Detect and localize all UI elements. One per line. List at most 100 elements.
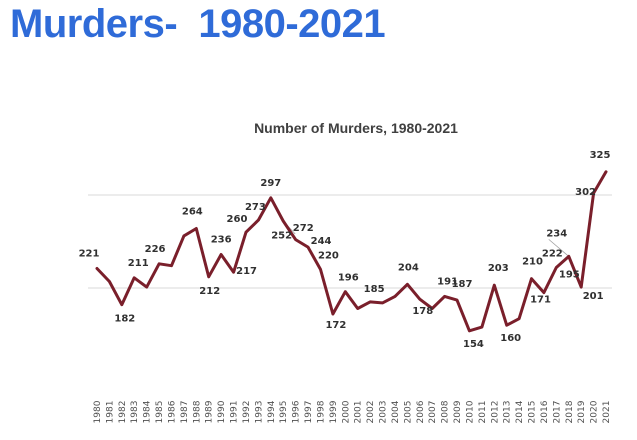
data-point-2004 (393, 295, 397, 298)
chart-title: Number of Murders, 1980-2021 (254, 120, 458, 136)
x-tick-2004: 2004 (391, 400, 401, 423)
data-point-2016 (542, 291, 546, 294)
x-tick-2014: 2014 (515, 400, 525, 423)
data-point-1980 (95, 267, 99, 270)
data-point-1988 (195, 227, 198, 230)
data-point-1991 (232, 270, 235, 274)
x-tick-2007: 2007 (428, 401, 438, 424)
data-label-2015-171: 171 (530, 295, 551, 306)
x-tick-2021: 2021 (602, 401, 612, 424)
data-point-1981 (108, 280, 111, 283)
x-tick-1981: 1981 (105, 401, 115, 424)
x-tick-1990: 1990 (217, 400, 227, 423)
data-label-2012-203: 203 (488, 263, 509, 274)
data-point-1993 (257, 218, 260, 222)
data-label-1988-264: 264 (182, 206, 203, 217)
x-tick-2015: 2015 (528, 401, 538, 424)
x-tick-2000: 2000 (341, 400, 351, 423)
x-tick-1987: 1987 (180, 401, 190, 424)
x-tick-1980: 1980 (93, 400, 103, 423)
data-label-2002-185: 185 (364, 284, 385, 295)
data-point-1989 (207, 275, 210, 279)
data-label-2017-195: 195 (559, 270, 580, 281)
x-tick-2019: 2019 (577, 400, 587, 423)
data-label-1995-272: 272 (293, 223, 314, 234)
data-label-2009-187: 187 (452, 279, 473, 290)
x-axis-ticks: 1980 1981 1982 1983 1984 1985 1986 1987 1988 1989… (93, 400, 612, 423)
x-tick-2008: 2008 (441, 400, 451, 423)
data-point-2017 (555, 266, 558, 269)
data-label-1990-236: 236 (211, 235, 232, 246)
data-point-1983 (133, 276, 136, 279)
data-label-1999-172: 172 (325, 320, 346, 331)
data-point-2011 (480, 325, 484, 329)
x-tick-2003: 2003 (379, 401, 389, 424)
data-label-1991-217: 217 (236, 266, 257, 277)
data-label-2017-222: 222 (542, 249, 563, 260)
data-point-2005 (406, 283, 409, 286)
x-tick-2002: 2002 (366, 401, 376, 424)
x-tick-1988: 1988 (192, 400, 202, 423)
x-tick-2010: 2010 (465, 400, 475, 423)
data-point-2014 (517, 317, 521, 320)
x-tick-1985: 1985 (155, 401, 165, 424)
data-point-1984 (145, 285, 148, 289)
data-point-2007 (430, 307, 434, 310)
data-label-1998-220: 220 (318, 250, 339, 261)
x-tick-1993: 1993 (254, 401, 264, 424)
data-point-1996 (294, 238, 297, 241)
x-tick-2001: 2001 (354, 401, 364, 424)
data-label-2000-196: 196 (338, 273, 359, 284)
data-label-2021-325: 325 (590, 150, 611, 161)
data-point-1987 (182, 234, 186, 238)
data-label-1980-221: 221 (79, 248, 100, 259)
data-point-2002 (368, 300, 372, 304)
x-tick-2013: 2013 (503, 401, 513, 424)
x-tick-2018: 2018 (565, 400, 575, 423)
data-point-1986 (170, 264, 173, 267)
data-label-2006-178: 178 (412, 306, 433, 317)
x-tick-1999: 1999 (329, 400, 339, 423)
data-label-2005-204: 204 (398, 262, 419, 273)
x-tick-1994: 1994 (267, 400, 277, 423)
x-tick-2017: 2017 (552, 401, 562, 424)
data-point-1990 (219, 253, 223, 256)
data-point-2012 (493, 284, 496, 287)
data-label-1996-252: 252 (271, 231, 292, 242)
data-label-1992-260: 260 (227, 214, 248, 225)
data-point-1985 (157, 262, 161, 266)
x-tick-1997: 1997 (304, 401, 314, 424)
leader-2018 (548, 239, 570, 257)
data-point-2006 (418, 297, 421, 301)
data-point-1999 (331, 312, 335, 316)
data-label-1989-212: 212 (199, 286, 220, 297)
series-group (95, 170, 608, 333)
data-point-1992 (244, 231, 248, 234)
x-tick-1996: 1996 (292, 400, 302, 423)
x-tick-1992: 1992 (242, 401, 252, 424)
murders-series-line (95, 170, 608, 333)
data-label-2019-201: 201 (583, 291, 604, 302)
x-tick-1991: 1991 (230, 401, 240, 424)
data-point-1997 (306, 245, 310, 249)
data-point-1982 (120, 303, 124, 306)
data-label-1997-244: 244 (311, 236, 332, 247)
x-tick-1989: 1989 (205, 400, 215, 423)
data-label-2008-191: 191 (437, 276, 458, 287)
data-label-1983-211: 211 (128, 258, 149, 269)
data-point-2000 (344, 290, 347, 293)
data-point-2018 (567, 255, 570, 258)
data-point-2020 (592, 191, 595, 195)
x-tick-1998: 1998 (316, 400, 326, 423)
data-point-1998 (319, 268, 322, 271)
data-point-2013 (505, 324, 508, 327)
x-tick-2011: 2011 (478, 401, 488, 424)
data-label-2018-234: 234 (546, 228, 567, 239)
x-tick-2012: 2012 (490, 401, 500, 424)
data-label-2013-160: 160 (500, 333, 521, 344)
x-tick-2005: 2005 (403, 401, 413, 424)
x-tick-2016: 2016 (540, 400, 550, 423)
x-tick-1995: 1995 (279, 401, 289, 424)
